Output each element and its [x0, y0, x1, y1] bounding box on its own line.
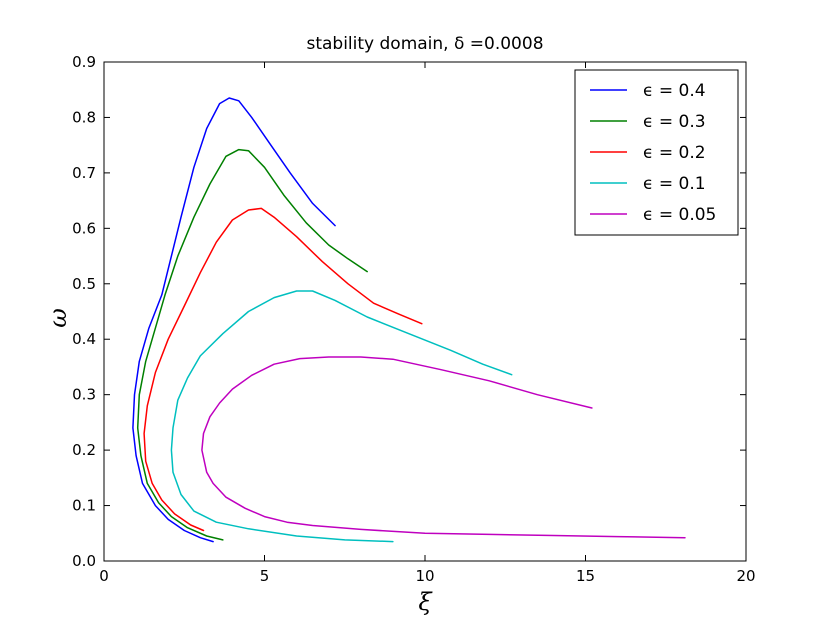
y-tick-label: 0.7 — [72, 164, 96, 182]
y-tick-label: 0.5 — [72, 275, 96, 293]
series-line-5 — [201, 356, 686, 539]
y-tick-label: 0.4 — [72, 330, 96, 348]
y-tick-label: 0.0 — [72, 552, 96, 570]
legend-entry-label: ϵ = 0.4 — [643, 81, 706, 101]
y-tick-label: 0.2 — [72, 441, 96, 459]
legend-entry-label: ϵ = 0.2 — [643, 143, 706, 163]
y-tick-label: 0.3 — [72, 386, 96, 404]
y-tick-label: 0.6 — [72, 219, 96, 237]
x-tick-label: 20 — [736, 567, 755, 585]
axes-layer: 0 5 10 15 20 0.0 0.1 0.2 0.3 0.4 0.5 0.6 0.7 0.8 0.9 — [72, 53, 755, 585]
x-tick-label: 0 — [99, 567, 109, 585]
series-layer — [132, 97, 686, 543]
legend: ϵ = 0.4 ϵ = 0.3 ϵ = 0.2 ϵ = 0.1 ϵ = 0.05 — [574, 69, 739, 236]
legend-entry-label: ϵ = 0.3 — [643, 112, 706, 132]
y-tick-label: 0.1 — [72, 497, 96, 515]
series-line-2 — [136, 148, 368, 541]
series-line-1 — [132, 97, 336, 543]
legend-entry-label: ϵ = 0.1 — [643, 174, 706, 194]
x-tick-label: 15 — [576, 567, 595, 585]
y-tick-label: 0.9 — [72, 53, 96, 71]
x-axis-label: ξ — [418, 588, 433, 616]
series-line-3 — [143, 207, 423, 532]
legend-entry-label: ϵ = 0.05 — [643, 205, 716, 225]
chart-title: stability domain, δ =0.0008 — [306, 34, 543, 54]
series-line-4 — [170, 290, 513, 543]
y-axis-label: ω — [44, 308, 72, 328]
x-tick-label: 5 — [260, 567, 270, 585]
x-tick-label: 10 — [415, 567, 434, 585]
y-tick-label: 0.8 — [72, 108, 96, 126]
